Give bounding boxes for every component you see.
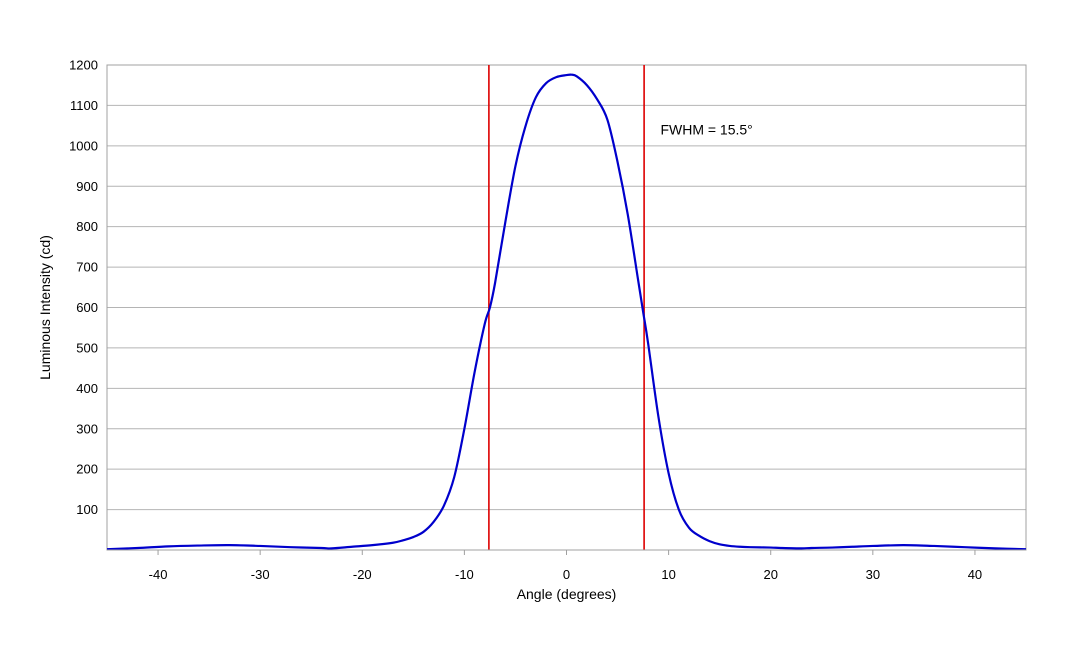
gridlines — [107, 64, 1026, 511]
y-tick-label: 800 — [76, 219, 98, 234]
series-group — [106, 73, 1027, 551]
x-tick-label: 30 — [866, 567, 880, 582]
x-axis-title: Angle (degrees) — [517, 586, 617, 602]
y-tick-labels: 100 200 300 400 500 600 700 800 900 1000 1100 1200 — [69, 58, 98, 518]
annotations: FWHM = 15.5° — [660, 122, 752, 138]
y-tick-label: 200 — [76, 462, 98, 477]
x-tick-label: -40 — [149, 567, 168, 582]
x-tick-label: 40 — [968, 567, 982, 582]
y-tick-label: 600 — [76, 300, 98, 315]
axes — [107, 549, 1026, 555]
x-tick-label: -20 — [353, 567, 372, 582]
fwhm-annotation: FWHM = 15.5° — [660, 122, 752, 138]
x-tick-labels: -40 -30 -20 -10 0 10 20 30 40 — [149, 567, 983, 582]
y-tick-label: 700 — [76, 260, 98, 275]
x-tick-label: -30 — [251, 567, 270, 582]
y-tick-label: 1000 — [69, 138, 98, 153]
y-tick-label: 400 — [76, 381, 98, 396]
x-tick-label: 10 — [661, 567, 675, 582]
x-tick-label: 20 — [763, 567, 777, 582]
series-line — [106, 73, 1027, 551]
y-tick-label: 300 — [76, 421, 98, 436]
x-tick-label: -10 — [455, 567, 474, 582]
y-axis-title: Luminous Intensity (cd) — [37, 235, 53, 380]
y-tick-label: 1200 — [69, 58, 98, 73]
y-tick-label: 900 — [76, 179, 98, 194]
y-tick-label: 100 — [76, 502, 98, 517]
x-tick-label: 0 — [563, 567, 570, 582]
y-tick-label: 500 — [76, 340, 98, 355]
y-tick-label: 1100 — [70, 98, 98, 113]
